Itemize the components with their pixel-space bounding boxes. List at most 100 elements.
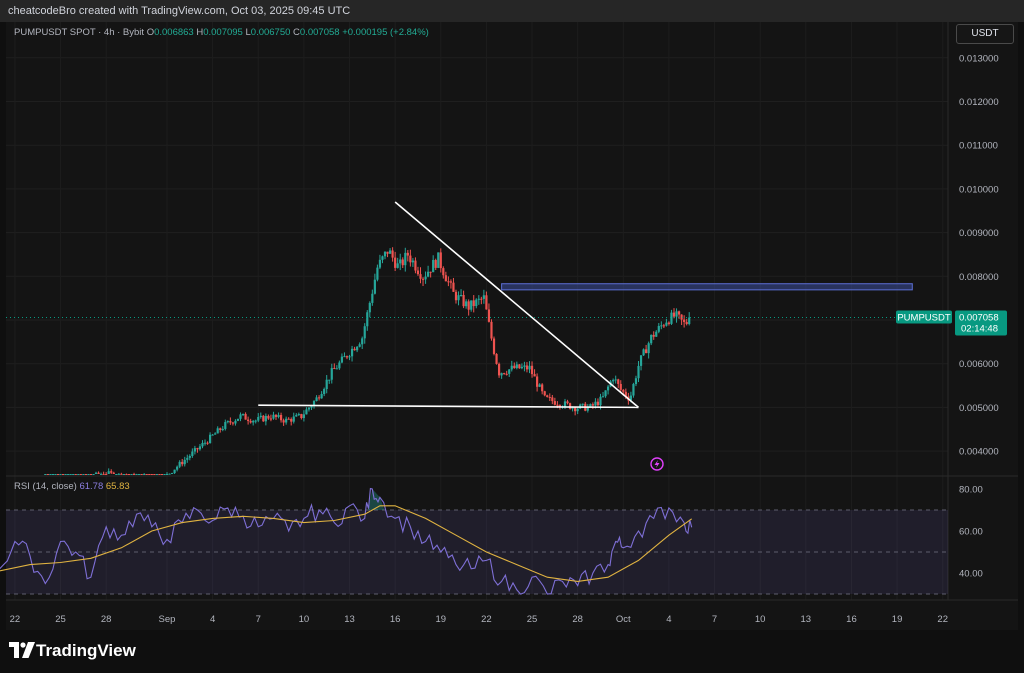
candle-body — [475, 299, 478, 307]
candle-body — [216, 428, 219, 434]
candle-body — [639, 355, 643, 366]
candle-body — [125, 474, 128, 475]
candle-body — [497, 363, 501, 376]
candle-body — [155, 474, 158, 475]
candle-body — [335, 368, 338, 370]
candle-body — [320, 394, 323, 399]
candle-body — [665, 322, 668, 326]
candle-body — [480, 298, 483, 300]
candle-body — [143, 474, 146, 475]
candle-body — [97, 472, 100, 474]
candle-body — [470, 300, 473, 310]
candle-body — [485, 295, 488, 310]
candle-body — [140, 474, 143, 475]
candle-body — [434, 259, 437, 268]
tradingview-logo-icon — [9, 642, 35, 658]
candle-body — [188, 455, 191, 458]
candle-body — [482, 295, 485, 299]
candle-body — [325, 379, 328, 390]
candle-body — [229, 421, 232, 423]
candle-body — [102, 473, 105, 475]
low-label: L — [245, 27, 251, 38]
candle-body — [292, 416, 295, 422]
candle-body — [568, 403, 572, 409]
candle-body — [437, 252, 440, 268]
rsi-axis-label: 80.00 — [959, 485, 983, 496]
candle-body — [589, 404, 592, 407]
candle-body — [49, 474, 52, 475]
candle-body — [44, 474, 47, 475]
candle-body — [414, 260, 417, 271]
candle-body — [660, 325, 663, 327]
candle-body — [160, 474, 164, 475]
candle-body — [637, 365, 640, 379]
candle-body — [287, 418, 290, 420]
candle-body — [546, 395, 549, 398]
candle-body — [165, 473, 169, 475]
candle-body — [61, 474, 65, 475]
candle-body — [183, 459, 186, 465]
candle-body — [176, 466, 179, 470]
candle-body — [252, 420, 255, 423]
candle-body — [530, 365, 534, 375]
candle-body — [107, 471, 110, 474]
candle-body — [368, 302, 371, 313]
time-axis-label: Sep — [159, 614, 176, 625]
candle-body — [158, 474, 161, 475]
candle-body — [112, 472, 115, 474]
candle-body — [178, 461, 181, 467]
candle-body — [56, 474, 60, 475]
candle-body — [224, 422, 227, 429]
time-axis-label: 10 — [755, 614, 766, 625]
candle-body — [99, 473, 103, 475]
rsi-legend-value: 61.78 — [79, 481, 104, 492]
header-bar: cheatcodeBro created with TradingView.co… — [0, 0, 1024, 22]
time-axis-label: 4 — [666, 614, 671, 625]
candle-body — [541, 384, 544, 392]
time-axis-label: 28 — [101, 614, 112, 625]
candle-body — [348, 356, 351, 358]
candle-body — [416, 270, 420, 275]
rsi-legend-label: RSI (14, close) — [14, 481, 77, 492]
chart-frame[interactable] — [6, 22, 1018, 630]
rsi-legend[interactable]: RSI (14, close) 61.78 65.83 — [14, 481, 130, 492]
candle-body — [373, 279, 376, 294]
candle-body — [130, 474, 133, 475]
candle-body — [282, 420, 285, 423]
time-axis-label: Oct — [616, 614, 631, 625]
candle-body — [72, 474, 75, 475]
time-axis-label: 19 — [435, 614, 446, 625]
candle-body — [645, 349, 648, 354]
candle-body — [510, 365, 513, 370]
candle-body — [122, 474, 126, 475]
candle-body — [647, 343, 650, 354]
symbol-legend[interactable]: PUMPUSDT SPOT · 4h · Bybit O0.006863 H0.… — [14, 27, 429, 38]
candle-body — [421, 278, 425, 280]
candle-body — [302, 414, 305, 419]
candle-body — [492, 338, 496, 354]
footer-bar — [0, 630, 1024, 673]
price-axis-label: 0.011000 — [959, 141, 998, 152]
candle-body — [457, 295, 460, 301]
price-axis-label: 0.013000 — [959, 53, 999, 64]
price-tag-box — [955, 310, 1007, 336]
alert-bolt-icon — [650, 457, 664, 471]
rsi-ma-legend-value: 65.83 — [105, 481, 130, 492]
candle-body — [449, 281, 453, 283]
candle-body — [574, 407, 577, 412]
candle-body — [657, 325, 660, 332]
candle-body — [262, 415, 265, 422]
candle-body — [439, 252, 442, 269]
candle-body — [680, 314, 683, 320]
candle-body — [655, 331, 658, 337]
time-axis-label: 7 — [256, 614, 261, 625]
candle-body — [115, 474, 118, 475]
price-tag-value: 0.007058 — [959, 312, 999, 323]
rsi-axis-label: 60.00 — [959, 527, 983, 538]
candle-body — [330, 368, 333, 380]
candle-body — [556, 404, 559, 406]
price-chart[interactable]: 0.013000 0.012000 0.011000 0.010000 0.009000… — [0, 0, 1024, 630]
candle-body — [269, 418, 273, 420]
currency-label: USDT — [971, 28, 999, 39]
currency-button[interactable]: USDT — [956, 24, 1014, 44]
